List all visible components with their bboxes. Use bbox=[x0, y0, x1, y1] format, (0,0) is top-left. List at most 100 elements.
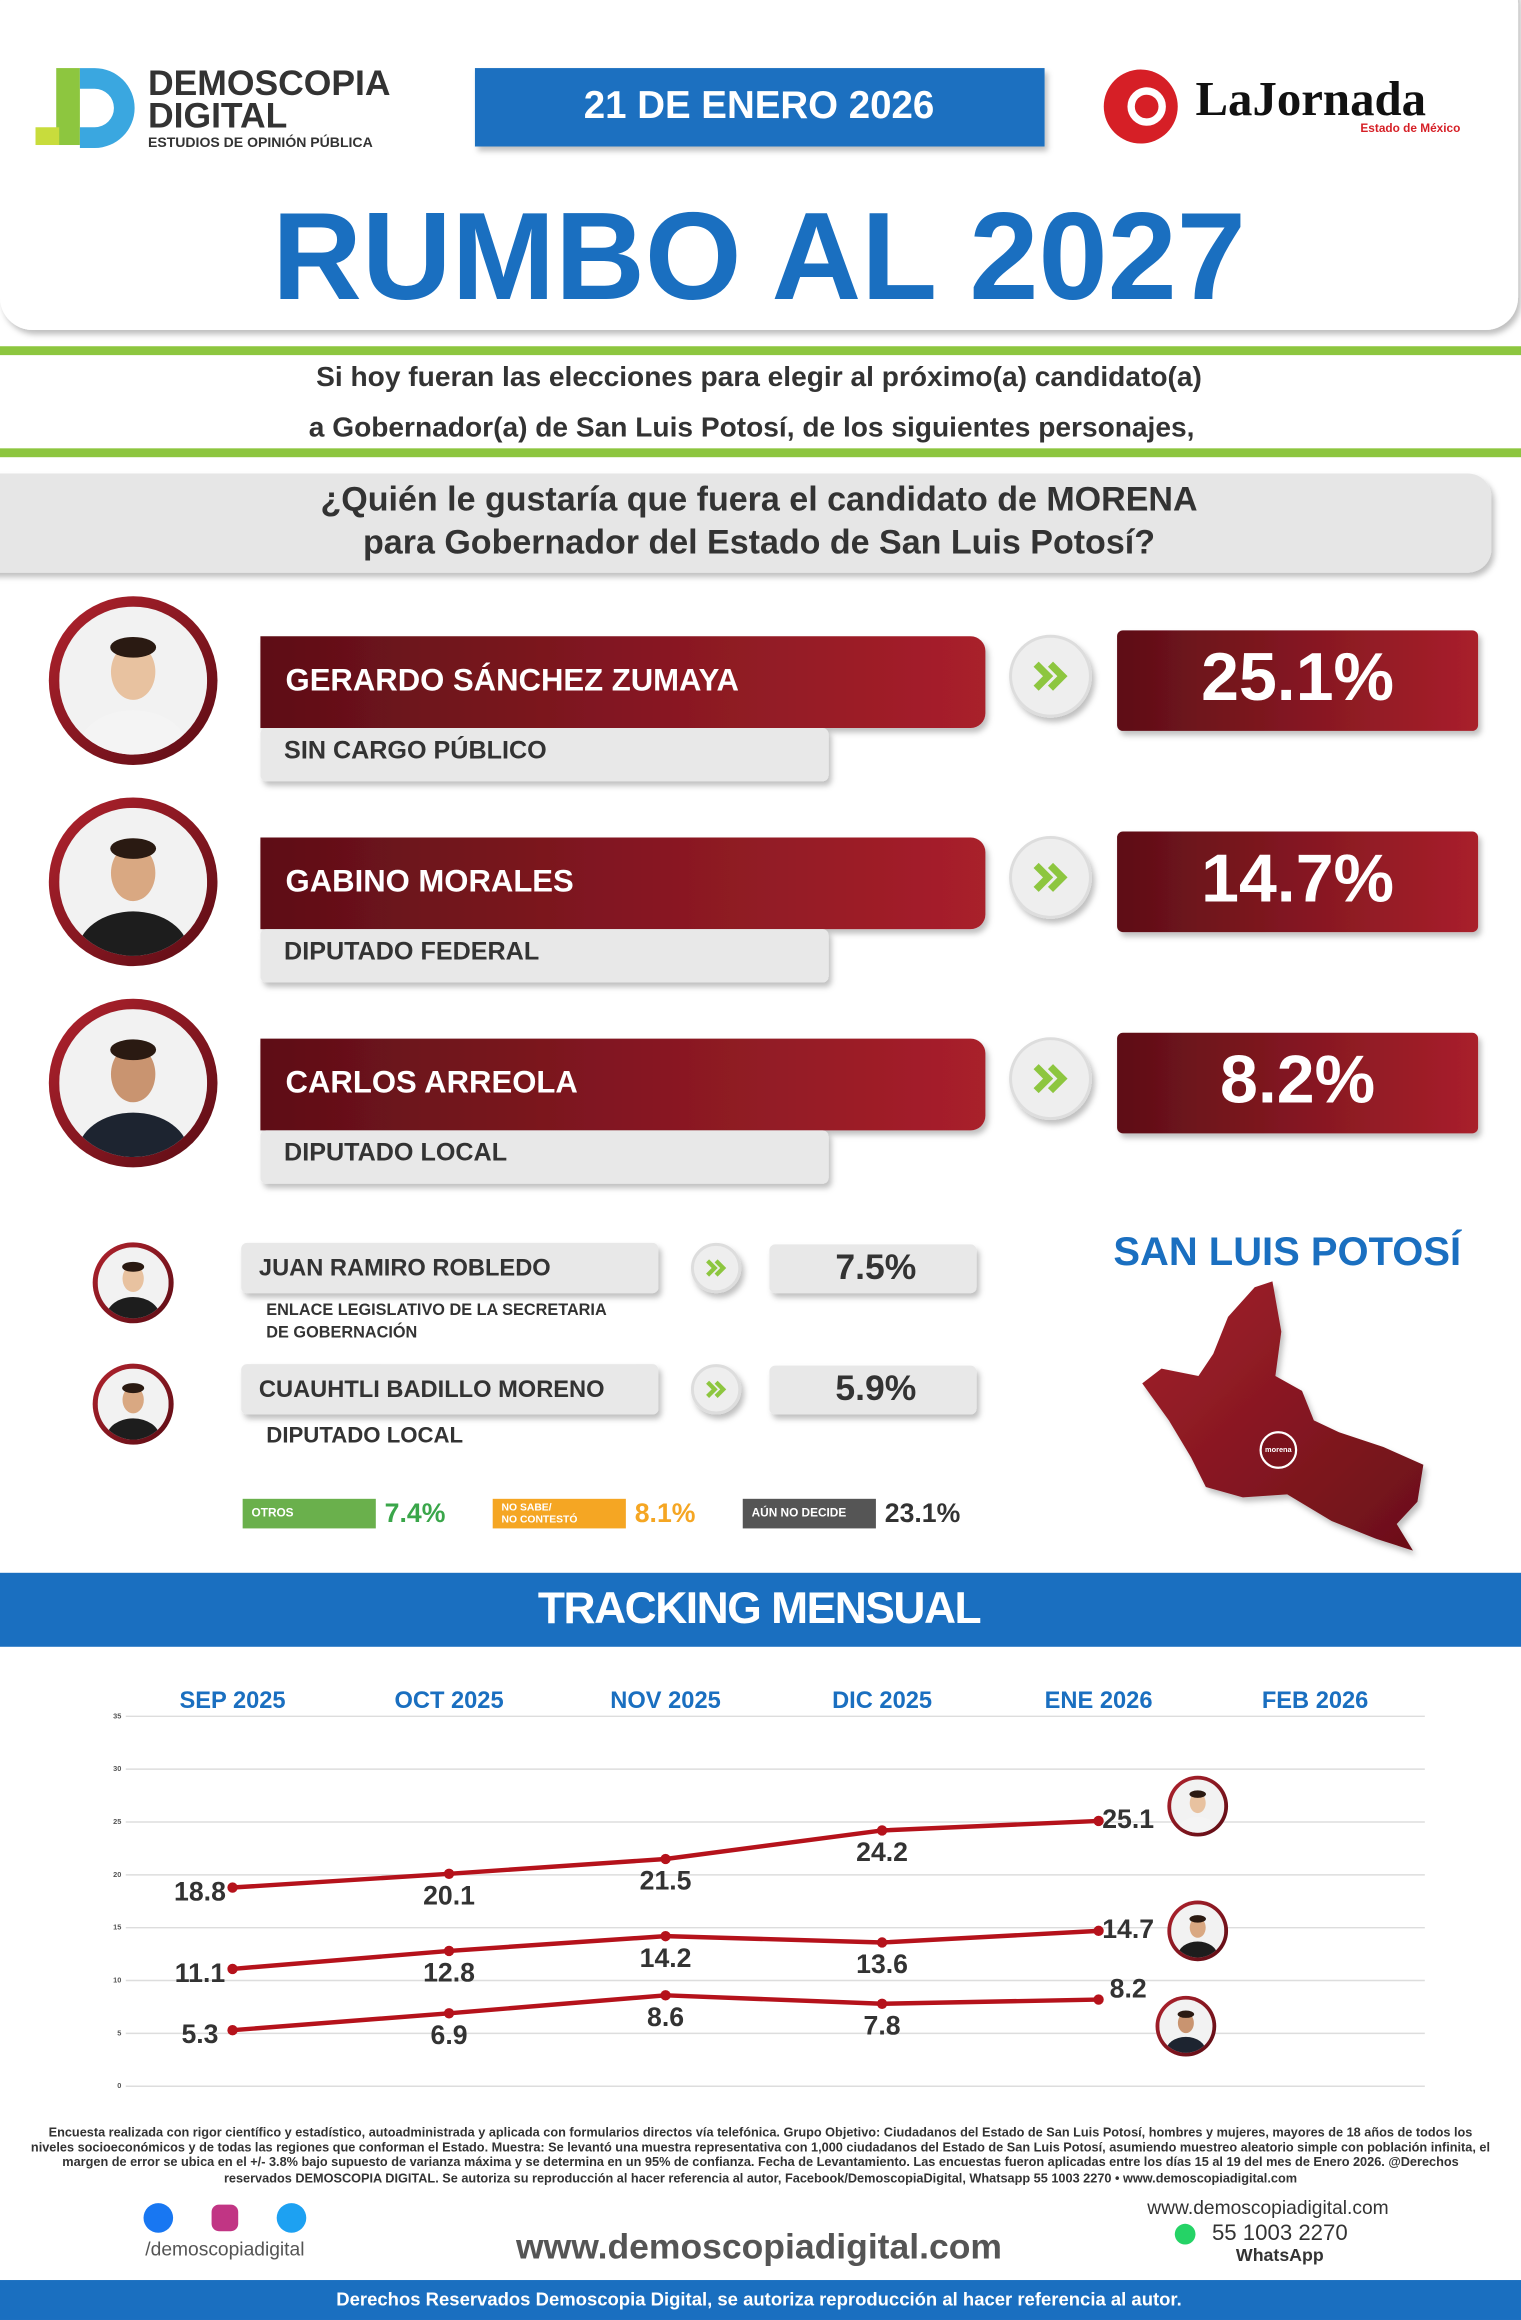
value-box bbox=[1117, 831, 1479, 933]
candidate-role: SIN CARGO PÚBLICO bbox=[284, 734, 547, 764]
chevron bbox=[1033, 661, 1054, 691]
data-label: 24.2 bbox=[856, 1837, 908, 1867]
candidate-value: 25.1% bbox=[1201, 639, 1394, 715]
photo-body bbox=[106, 1297, 160, 1319]
footnote-box: Encuesta realizada con rigor científico … bbox=[30, 2124, 1491, 2185]
candidate-name: JUAN RAMIRO ROBLEDO bbox=[259, 1256, 551, 1282]
x-tick-label: DIC 2025 bbox=[832, 1688, 932, 1714]
chevron bbox=[1047, 1064, 1068, 1094]
data-point bbox=[876, 1825, 888, 1836]
candidate-name: GABINO MORALES bbox=[286, 864, 574, 899]
footnote: Encuesta realizada con rigor científico … bbox=[30, 2124, 1491, 2185]
photo bbox=[1159, 1999, 1213, 2053]
photo-body bbox=[77, 710, 189, 755]
other-label: NO SABE/ bbox=[502, 1502, 552, 1513]
other-label-box bbox=[242, 1498, 376, 1529]
social-icons bbox=[143, 2203, 307, 2233]
intro-line: a Gobernador(a) de San Luis Potosí, de l… bbox=[309, 412, 1195, 443]
other-value: 7.4% bbox=[385, 1498, 446, 1528]
photo-body bbox=[106, 1418, 160, 1440]
photo-hair bbox=[110, 636, 157, 658]
rights: Derechos Reservados Demoscopia Digital, … bbox=[336, 2289, 1181, 2310]
rights-band bbox=[0, 2280, 1521, 2320]
data-point bbox=[227, 1882, 238, 1893]
y-tick-label: 30 bbox=[113, 1764, 121, 1773]
data-point bbox=[227, 2025, 238, 2036]
chevron bbox=[706, 1380, 718, 1398]
brand-logo bbox=[35, 68, 135, 148]
photo bbox=[1171, 1779, 1225, 1833]
photo-head bbox=[1189, 1917, 1206, 1938]
photo-body bbox=[77, 1112, 189, 1158]
other-label: AÚN NO DECIDE bbox=[752, 1506, 847, 1520]
photo bbox=[97, 1247, 169, 1319]
data-label: 11.1 bbox=[175, 1958, 226, 1988]
x-tick-label: ENE 2026 bbox=[1045, 1688, 1153, 1714]
photo-body bbox=[1177, 1816, 1218, 1833]
candidate-role: DIPUTADO LOCAL bbox=[266, 1423, 463, 1448]
website: www.demoscopiadigital.com bbox=[515, 2226, 1002, 2266]
chevron bbox=[714, 1259, 727, 1277]
data-label: 8.2 bbox=[1110, 1974, 1147, 2004]
photo bbox=[1171, 1904, 1225, 1958]
date-box bbox=[474, 68, 1045, 147]
brand-name: DIGITAL bbox=[148, 96, 287, 136]
x-tick-label: OCT 2025 bbox=[394, 1688, 503, 1714]
value-box bbox=[1117, 630, 1479, 731]
chevron bbox=[1047, 661, 1068, 691]
other-label: NO CONTESTÓ bbox=[502, 1512, 578, 1525]
photo-head bbox=[110, 1046, 156, 1103]
value-box bbox=[769, 1244, 977, 1294]
data-label: 21.5 bbox=[640, 1866, 692, 1896]
partner-name: LaJornada bbox=[1195, 71, 1426, 126]
map-title: SAN LUIS POTOSÍ bbox=[1113, 1228, 1462, 1274]
party-badge-text: morena bbox=[1265, 1445, 1293, 1454]
y-tick-label: 15 bbox=[113, 1923, 121, 1932]
y-tick-label: 25 bbox=[113, 1817, 121, 1826]
data-label: 14.2 bbox=[640, 1943, 692, 1973]
candidate-role: DIPUTADO FEDERAL bbox=[284, 938, 539, 966]
data-point bbox=[1093, 1925, 1104, 1937]
website-small: www.demoscopiadigital.com bbox=[1146, 2198, 1388, 2219]
candidate-value: 7.5% bbox=[835, 1247, 916, 1287]
chart-title: TRACKING MENSUAL bbox=[538, 1584, 981, 1633]
data-label: 25.1 bbox=[1102, 1804, 1154, 1834]
data-label: 8.6 bbox=[647, 2002, 684, 2032]
other-label-box bbox=[742, 1498, 876, 1529]
data-label: 13.6 bbox=[856, 1949, 908, 1979]
photo bbox=[97, 1368, 169, 1440]
question-line: para Gobernador del Estado de San Luis P… bbox=[363, 523, 1155, 561]
partner-logo bbox=[1103, 69, 1178, 144]
date: 21 DE ENERO 2026 bbox=[584, 84, 935, 127]
data-label: 5.3 bbox=[181, 2019, 218, 2049]
photo bbox=[59, 1009, 208, 1158]
name-bar bbox=[241, 1242, 659, 1294]
photo-head bbox=[110, 643, 156, 700]
data-label: 14.7 bbox=[1102, 1914, 1154, 1944]
photo-hair bbox=[122, 1383, 145, 1394]
chevron bbox=[1033, 1064, 1054, 1094]
other-value: 8.1% bbox=[635, 1498, 696, 1528]
main-title: RUMBO AL 2027 bbox=[272, 187, 1246, 326]
x-tick-label: NOV 2025 bbox=[610, 1688, 720, 1714]
other-value: 23.1% bbox=[885, 1498, 961, 1528]
data-point bbox=[660, 1853, 671, 1865]
divider bbox=[0, 448, 1521, 458]
data-point bbox=[876, 1937, 888, 1948]
x-tick-label: SEP 2025 bbox=[179, 1688, 285, 1714]
whatsapp-icon bbox=[1174, 2223, 1196, 2245]
data-point bbox=[443, 1945, 455, 1957]
candidate-role: DIPUTADO LOCAL bbox=[284, 1139, 507, 1167]
candidate-value: 14.7% bbox=[1201, 840, 1394, 916]
photo-head bbox=[122, 1386, 144, 1414]
data-label: 12.8 bbox=[423, 1958, 475, 1988]
photo bbox=[59, 606, 208, 755]
value-box bbox=[1117, 1032, 1479, 1134]
intro-line: Si hoy fueran las elecciones para elegir… bbox=[316, 361, 1202, 392]
y-tick-label: 0 bbox=[117, 2081, 121, 2090]
chevron bbox=[1033, 862, 1054, 892]
photo-hair bbox=[110, 1039, 157, 1061]
question-box bbox=[0, 473, 1492, 573]
name-bar bbox=[260, 837, 986, 930]
name-bar bbox=[241, 1364, 659, 1415]
